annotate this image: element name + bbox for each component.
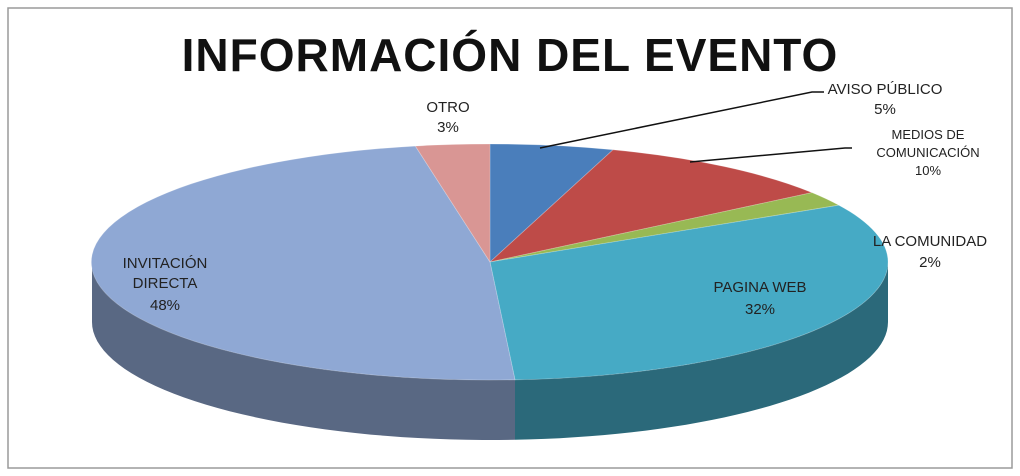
pie-slice bbox=[414, 143, 491, 264]
slice-label: MEDIOS DE COMUNICACIÓN bbox=[876, 127, 980, 160]
slice-side bbox=[515, 262, 888, 440]
pie-slice bbox=[91, 145, 516, 381]
slice-label: INVITACIÓN DIRECTA bbox=[122, 255, 208, 292]
leader-line bbox=[689, 147, 852, 163]
slice-side bbox=[92, 262, 515, 440]
slice-label: OTRO bbox=[426, 99, 470, 116]
pie-slice bbox=[489, 204, 889, 381]
slice-label: PAGINA WEB bbox=[713, 279, 807, 296]
chart-title: INFORMACIÓN DEL EVENTO bbox=[181, 29, 839, 81]
pie-slice bbox=[488, 149, 814, 263]
slice-value-label: 5% bbox=[874, 101, 896, 118]
leader-line bbox=[539, 91, 824, 149]
slice-value-label: 3% bbox=[437, 119, 459, 136]
pie-sides bbox=[92, 262, 888, 440]
slice-value-label: 2% bbox=[919, 254, 941, 271]
slice-label: LA COMUNIDAD bbox=[872, 233, 988, 250]
pie-slice bbox=[489, 192, 841, 263]
slice-value-label: 48% bbox=[149, 297, 181, 314]
slice-value-label: 10% bbox=[914, 163, 942, 178]
slice-label: AVISO PÚBLICO bbox=[827, 81, 943, 98]
pie-tops bbox=[91, 143, 889, 381]
slice-value-label: 32% bbox=[744, 301, 776, 318]
